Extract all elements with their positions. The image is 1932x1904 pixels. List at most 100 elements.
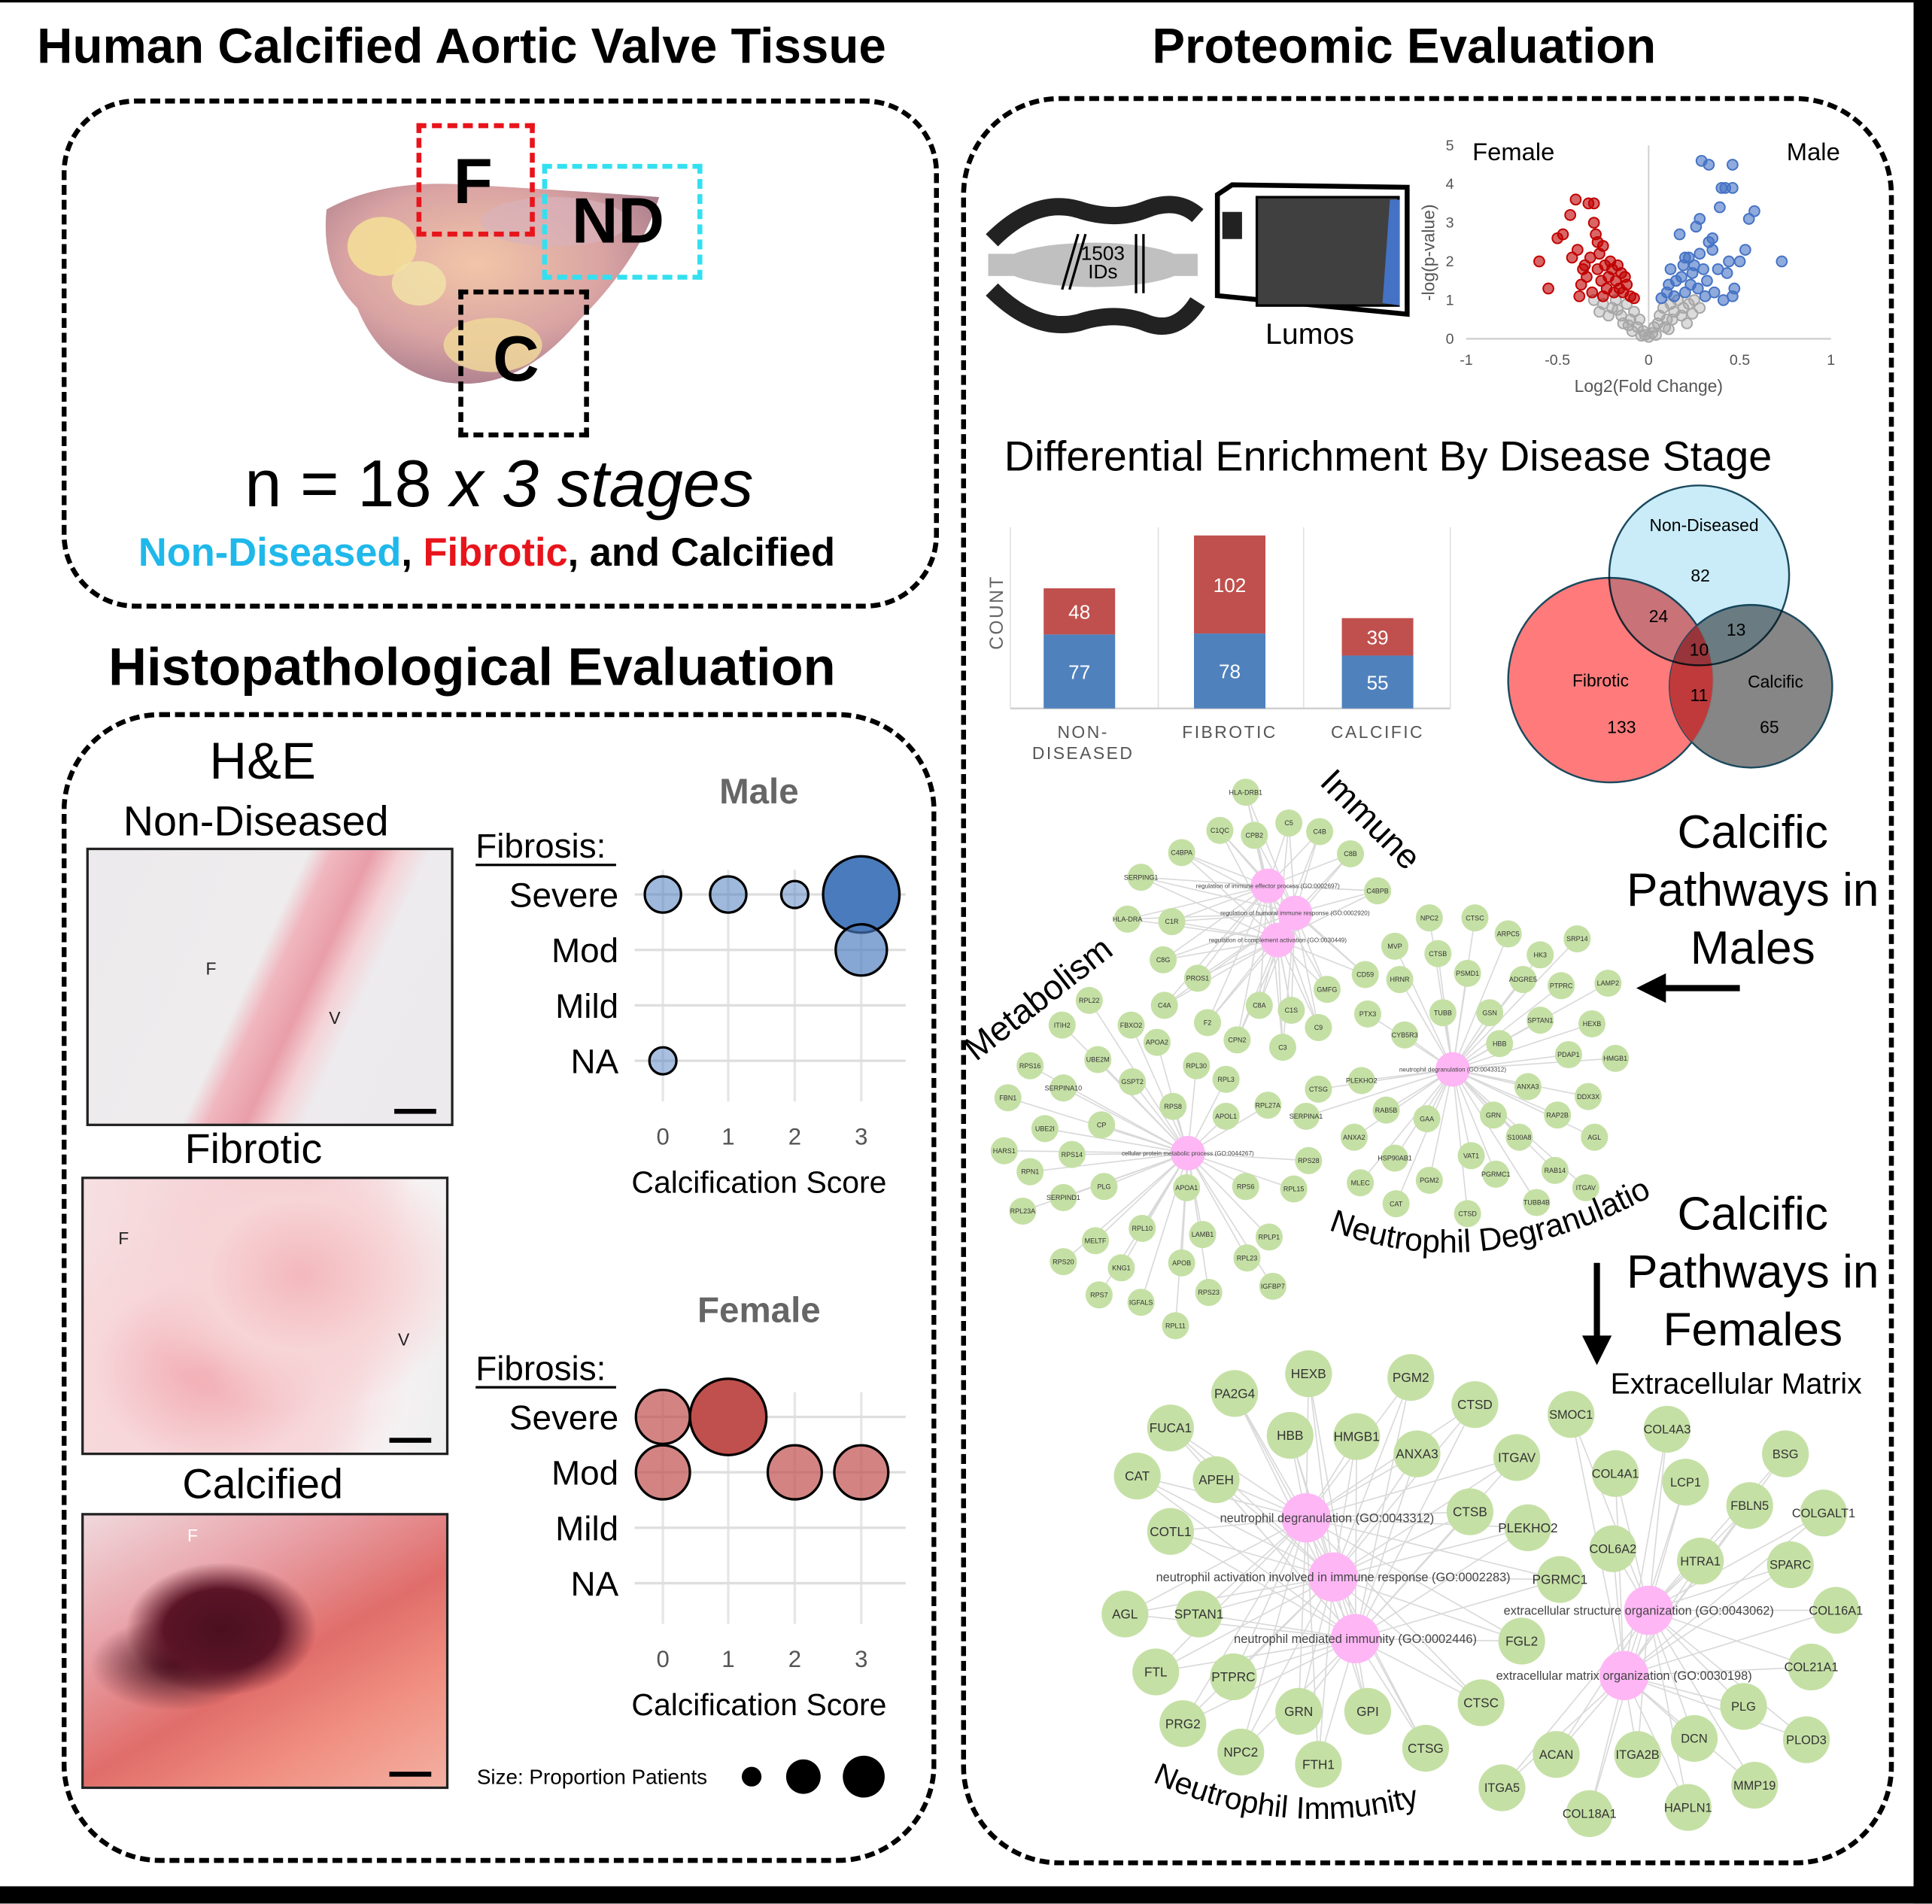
protein-node xyxy=(1285,1350,1332,1398)
volcano-point xyxy=(1686,308,1699,320)
network-edge xyxy=(1332,1377,1412,1578)
ion-funnel-bottom xyxy=(986,283,1205,335)
protein-node xyxy=(1132,1648,1180,1696)
volcano-point xyxy=(1628,292,1640,305)
protein-node xyxy=(1259,1272,1286,1300)
network-edge xyxy=(1452,934,1509,1070)
network-edge xyxy=(1305,1404,1475,1519)
stage-separator: , xyxy=(401,530,424,575)
volcano-point xyxy=(1699,290,1712,302)
ion-funnel-top xyxy=(986,196,1204,247)
volcano-point xyxy=(1571,244,1584,256)
network-edge xyxy=(1030,1152,1188,1173)
volcano-point xyxy=(1591,263,1604,275)
network-edge xyxy=(1570,1414,1650,1611)
protein-node-label: GRN xyxy=(1284,1704,1313,1719)
network-edge xyxy=(1648,1609,1807,1741)
go-hub-extracellular-structure xyxy=(1624,1585,1674,1635)
go-hub-neutrophil-degranulation xyxy=(1435,1052,1470,1087)
protein-node-label: MLEC xyxy=(1351,1179,1371,1186)
network-edge xyxy=(1354,1436,1358,1639)
network-edge xyxy=(1318,1068,1454,1090)
protein-node-label: ITGA2B xyxy=(1616,1748,1660,1762)
protein-node-label: C8B xyxy=(1344,850,1357,858)
bar-category-label: NON- xyxy=(1057,722,1108,742)
protein-node-label: HARS1 xyxy=(993,1147,1016,1155)
volcano-point xyxy=(1727,159,1739,171)
volcano-point xyxy=(1596,290,1609,302)
venn-region-count: 82 xyxy=(1690,566,1709,585)
protein-node-label: HMGB1 xyxy=(1334,1429,1380,1444)
sample-box-fibrotic xyxy=(416,123,535,237)
bar-category-label: DISEASED xyxy=(1032,743,1135,763)
histo-image-calcified: F xyxy=(81,1513,449,1790)
protein-node xyxy=(1454,1200,1481,1228)
bar-segment xyxy=(1341,655,1414,709)
volcano-y-tick: 5 xyxy=(1446,138,1454,154)
protein-node-label: PTX3 xyxy=(1359,1010,1377,1018)
bar-segment xyxy=(1194,535,1266,634)
network-edge xyxy=(1354,1511,1471,1639)
protein-node-label: RPS7 xyxy=(1090,1291,1108,1298)
network-edge xyxy=(1063,1152,1189,1198)
bubble-x-tick: 0 xyxy=(656,1124,669,1150)
protein-node-label: RPS6 xyxy=(1237,1183,1255,1190)
go-term-label: neutrophil mediated immunity (GO:0002446… xyxy=(1234,1632,1477,1646)
valve-tissue-photo xyxy=(325,184,660,384)
protein-node-label: SPARC xyxy=(1769,1559,1811,1572)
protein-node xyxy=(1726,1482,1773,1529)
protein-node xyxy=(1241,821,1268,849)
bar-segment xyxy=(1043,634,1116,709)
protein-node-label: GMFG xyxy=(1317,985,1337,993)
protein-node xyxy=(1353,1000,1381,1028)
protein-node xyxy=(1372,1096,1400,1124)
protein-node-label: HBB xyxy=(1493,1040,1507,1047)
protein-node xyxy=(1486,1030,1514,1058)
venn-label-non-diseased: Non-Diseased xyxy=(1649,515,1758,535)
protein-node-label: KNG1 xyxy=(1112,1264,1131,1271)
bubble-point xyxy=(709,875,748,914)
protein-node-label: RPS14 xyxy=(1062,1151,1083,1158)
protein-node-label: FBN1 xyxy=(999,1094,1016,1101)
protein-node-label: PGRMC1 xyxy=(1533,1572,1588,1587)
network-edge xyxy=(1452,1069,1497,1175)
network-edge xyxy=(1277,940,1283,1048)
male-pathways-label: Calcific Pathways in Males xyxy=(1626,806,1879,975)
network-edge xyxy=(1354,1404,1476,1639)
histo-panel xyxy=(61,712,937,1863)
protein-node xyxy=(1381,1144,1409,1172)
protein-node xyxy=(1295,1741,1342,1788)
bubble-point xyxy=(834,923,889,977)
network-edge xyxy=(1452,1069,1538,1203)
network-edge xyxy=(1624,1564,1791,1677)
protein-node xyxy=(1664,1784,1712,1831)
fibrosis-row-label: Mild xyxy=(555,1508,618,1547)
protein-node-label: COL21A1 xyxy=(1785,1661,1839,1675)
network-edge xyxy=(1120,1152,1189,1268)
protein-node-label: SERPIND1 xyxy=(1046,1194,1080,1201)
bubble-xlabel: Calcification Score xyxy=(631,1687,886,1722)
bar-value-label: 55 xyxy=(1366,671,1388,694)
protein-node xyxy=(1413,1105,1441,1133)
protein-node xyxy=(1344,1687,1392,1735)
protein-node-label: FGL2 xyxy=(1505,1634,1538,1649)
protein-node-label: RPL11 xyxy=(1165,1322,1186,1329)
volcano-point xyxy=(1727,181,1739,194)
network-edge xyxy=(1268,885,1378,891)
protein-node xyxy=(1592,1450,1639,1497)
size-legend-dot xyxy=(843,1755,885,1798)
protein-node xyxy=(1391,1021,1419,1049)
protein-node xyxy=(1572,1174,1599,1201)
network-edge xyxy=(1182,1576,1334,1724)
go-hub-neutrophil-degranulation xyxy=(1281,1493,1331,1543)
network-edge xyxy=(1305,1517,1368,1712)
protein-node-label: RPS28 xyxy=(1298,1157,1320,1165)
network-edge xyxy=(1332,1456,1517,1578)
protein-node xyxy=(1212,1102,1240,1130)
protein-node-label: COL6A2 xyxy=(1590,1542,1637,1556)
protein-node xyxy=(1217,1728,1265,1776)
protein-node-label: MMP19 xyxy=(1733,1779,1776,1793)
network-edge xyxy=(1234,1392,1334,1578)
protein-node xyxy=(1016,1158,1044,1186)
bubble-title: Female xyxy=(697,1290,821,1330)
